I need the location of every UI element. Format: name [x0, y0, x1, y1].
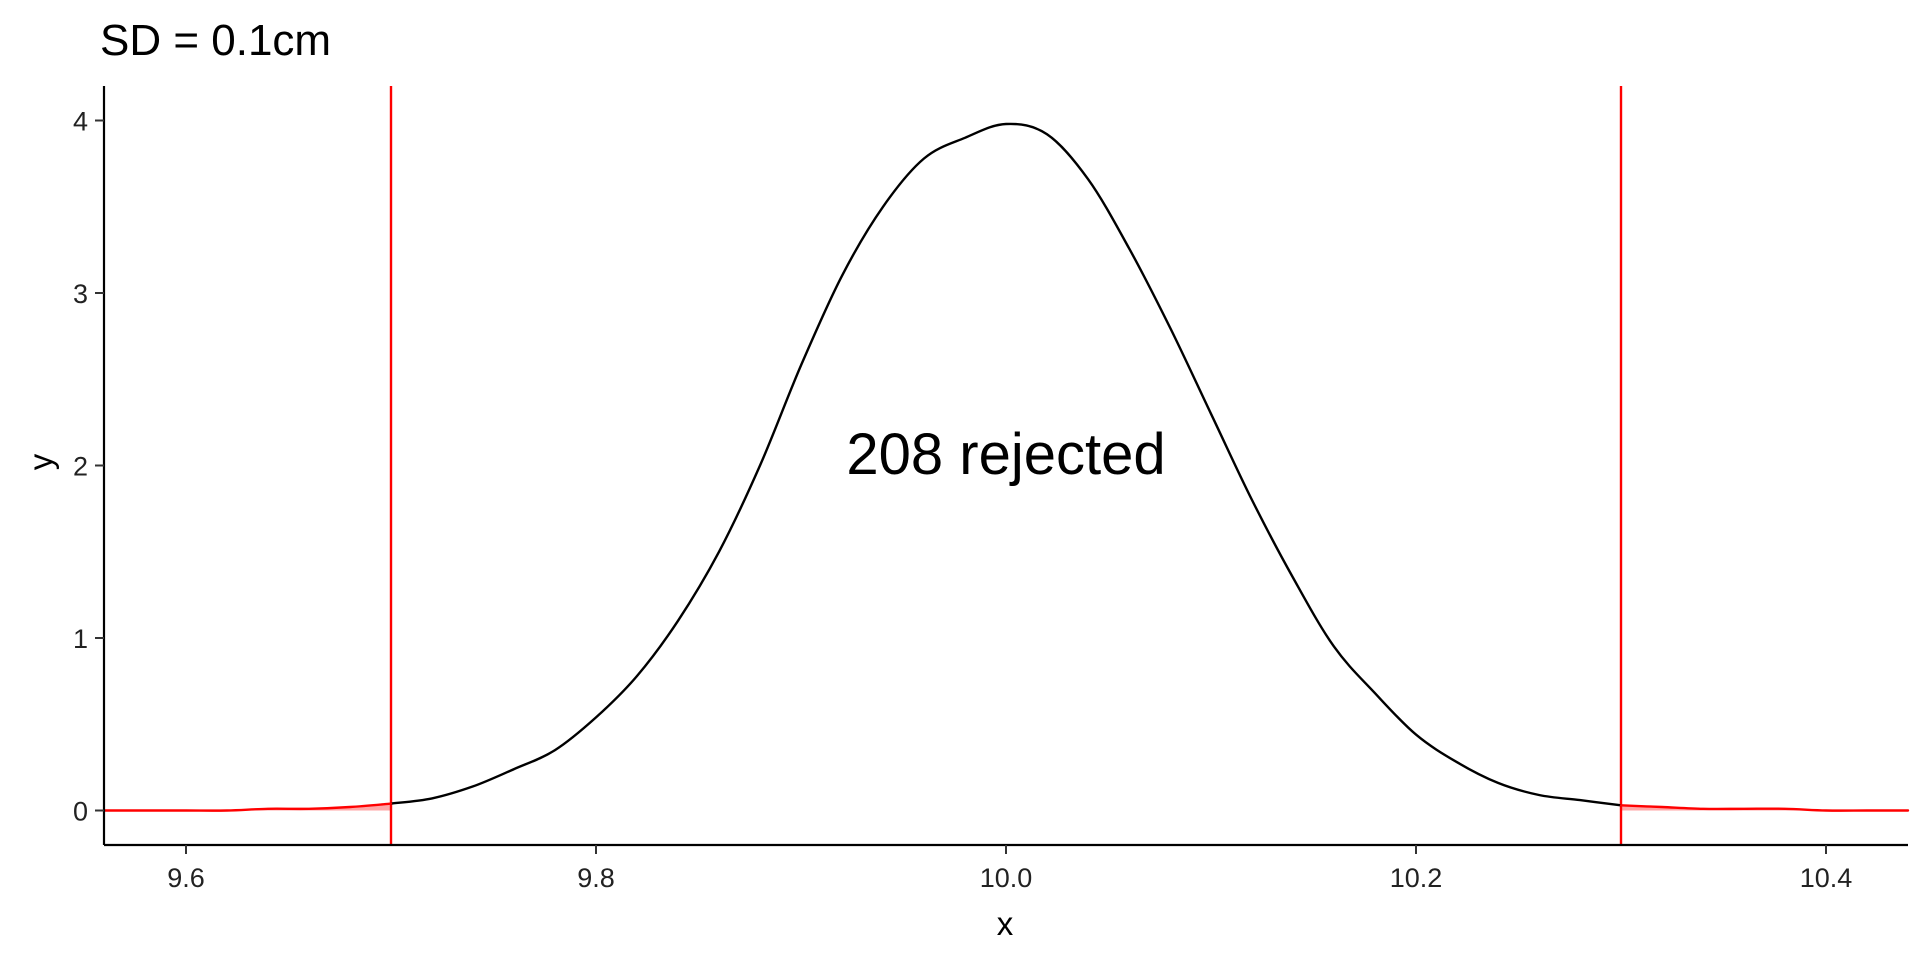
y-tick-label: 0	[73, 797, 88, 827]
y-tick-label: 1	[73, 624, 88, 654]
plot-area: 208 rejected	[102, 86, 1910, 845]
density-curves	[102, 122, 1910, 812]
x-axis-ticks: 9.6 9.8 10.0 10.2 10.4	[167, 845, 1852, 893]
x-tick-label: 10.2	[1390, 863, 1443, 893]
x-tick-label: 9.8	[577, 863, 615, 893]
x-tick-label: 10.0	[980, 863, 1033, 893]
reject-limits	[389, 86, 1623, 845]
annotations: 208 rejected	[846, 422, 1165, 487]
y-tick-label: 4	[73, 107, 88, 137]
rejected-count-label: 208 rejected	[846, 422, 1165, 487]
y-tick-label: 3	[73, 279, 88, 309]
axes: 9.6 9.8 10.0 10.2 10.4 0 1 2 3 4	[73, 86, 1908, 893]
chart-title: SD = 0.1cm	[100, 16, 331, 65]
rejected-tail-curve	[1619, 804, 1910, 812]
y-axis-title: y	[22, 453, 59, 470]
y-axis-ticks: 0 1 2 3 4	[73, 107, 104, 827]
x-tick-label: 10.4	[1800, 863, 1853, 893]
x-axis-title: x	[997, 905, 1014, 942]
density-curve	[389, 122, 1623, 807]
x-tick-label: 9.6	[167, 863, 205, 893]
rejected-tail-curve	[102, 802, 393, 812]
y-tick-label: 2	[73, 452, 88, 482]
